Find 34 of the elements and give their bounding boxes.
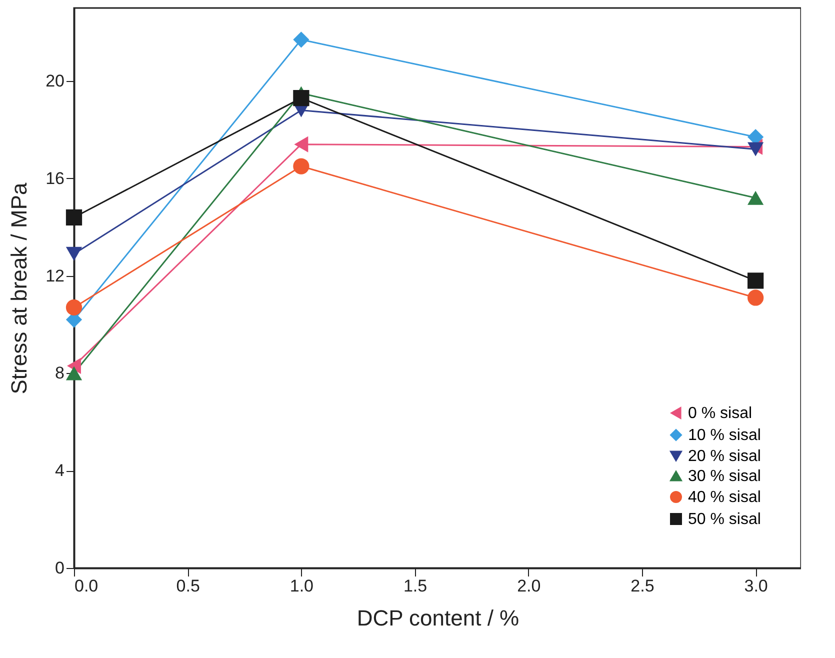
x-tick-label: 0.5 bbox=[176, 576, 200, 596]
point bbox=[748, 290, 764, 306]
point bbox=[748, 190, 764, 205]
point bbox=[293, 158, 310, 174]
point bbox=[294, 136, 308, 152]
y-tick-label: 20 bbox=[46, 72, 64, 91]
y-tick-label: 16 bbox=[46, 168, 64, 188]
y-tick-label: 0 bbox=[55, 558, 64, 578]
y-tick-label: 12 bbox=[46, 266, 64, 286]
x-tick-label: 0.0 bbox=[74, 576, 98, 596]
y-axis-title: Stress at break / MPa bbox=[6, 182, 32, 394]
x-tick-label: 2.0 bbox=[517, 576, 541, 596]
y-tick-label: 4 bbox=[55, 461, 64, 480]
point bbox=[67, 358, 81, 374]
x-tick-label: 2.5 bbox=[630, 576, 654, 596]
x-tick-label: 1.0 bbox=[290, 576, 314, 596]
legend-label: 20 % sisal bbox=[688, 448, 761, 465]
point bbox=[66, 299, 82, 316]
point bbox=[748, 142, 764, 156]
point bbox=[748, 272, 764, 289]
point bbox=[293, 90, 310, 106]
legend-label: 10 % sisal bbox=[688, 427, 761, 444]
legend-label: 40 % sisal bbox=[688, 489, 761, 506]
legend-label: 0 % sisal bbox=[688, 405, 752, 422]
x-axis-title: DCP content / % bbox=[356, 606, 520, 630]
legend-label: 50 % sisal bbox=[688, 511, 761, 528]
legend-label: 30 % sisal bbox=[688, 468, 761, 485]
point bbox=[66, 366, 82, 380]
x-tick-label: 1.5 bbox=[403, 576, 428, 596]
point bbox=[66, 246, 82, 261]
x-tick-label: 3.0 bbox=[744, 576, 768, 596]
point bbox=[293, 32, 310, 48]
y-tick-label: 8 bbox=[55, 364, 64, 383]
point bbox=[66, 209, 82, 226]
